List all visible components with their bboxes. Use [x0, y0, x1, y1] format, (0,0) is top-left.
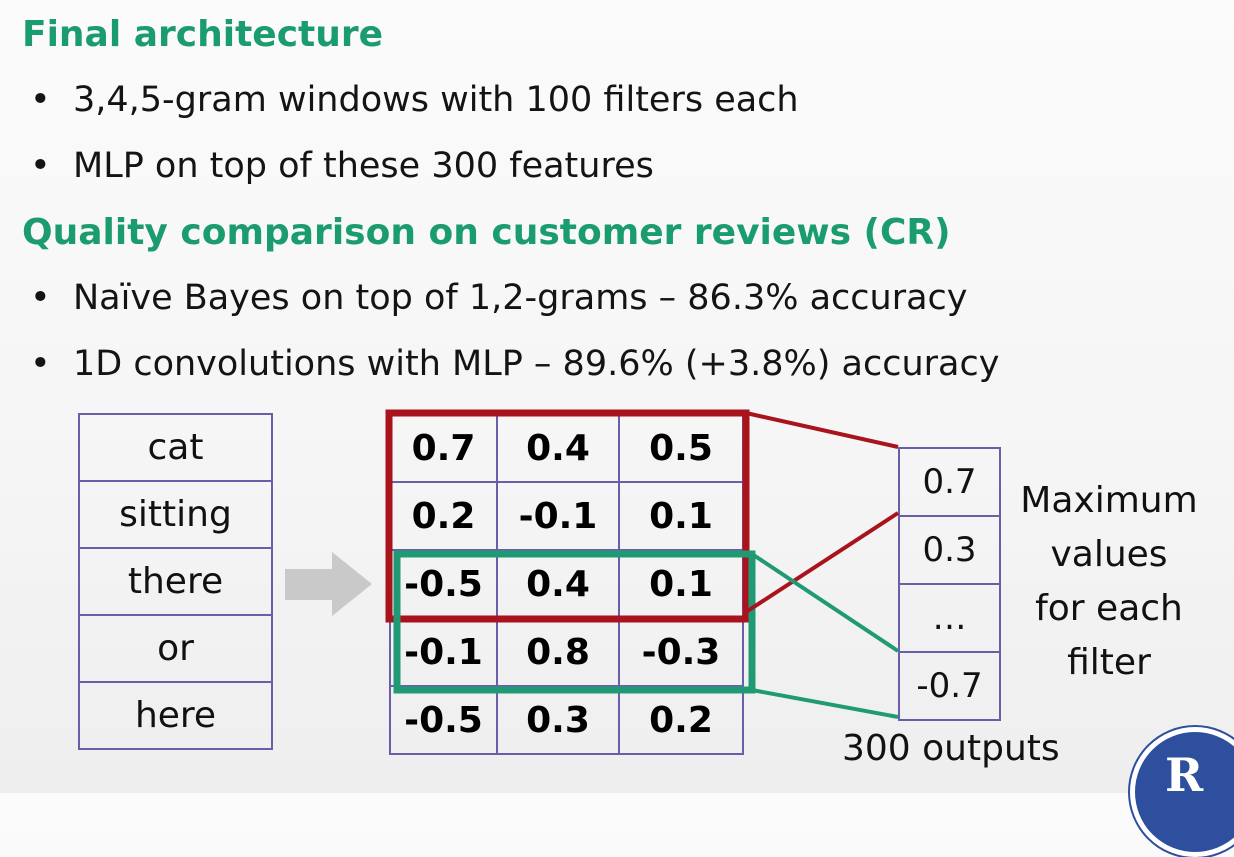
table-row: 0.7 — [898, 447, 1001, 517]
output-cell: … — [898, 583, 1001, 653]
connector-line-green — [750, 552, 900, 653]
word-cell: here — [78, 681, 273, 750]
word-cell: sitting — [78, 480, 273, 549]
right-arrow-icon — [285, 552, 372, 616]
heading-quality-comparison: Quality comparison on customer reviews (… — [22, 212, 951, 253]
table-row: -0.5 0.3 0.2 — [389, 685, 744, 755]
matrix-cell: -0.5 — [389, 685, 498, 755]
university-logo-icon: R — [1130, 727, 1234, 857]
matrix-cell: -0.3 — [618, 617, 744, 687]
convolution-matrix: 0.7 0.4 0.5 0.2 -0.1 0.1 -0.5 0.4 0.1 -0… — [389, 413, 744, 755]
matrix-cell: 0.3 — [496, 685, 620, 755]
matrix-cell: 0.1 — [618, 549, 744, 619]
matrix-cell: -0.5 — [389, 549, 498, 619]
table-row: 0.2 -0.1 0.1 — [389, 481, 744, 551]
table-row: 0.7 0.4 0.5 — [389, 413, 744, 483]
table-row: -0.1 0.8 -0.3 — [389, 617, 744, 687]
output-cell: 0.7 — [898, 447, 1001, 517]
logo-letter: R — [1165, 748, 1204, 802]
table-row: -0.7 — [898, 651, 1001, 721]
output-cell: -0.7 — [898, 651, 1001, 721]
word-cell: cat — [78, 413, 273, 482]
max-values-label-line: filter — [1067, 642, 1151, 683]
outputs-caption: 300 outputs — [842, 728, 1060, 769]
bullet-1d-convolutions: • 1D convolutions with MLP – 89.6% (+3.8%… — [30, 344, 999, 384]
table-row: … — [898, 583, 1001, 653]
matrix-cell: 0.4 — [496, 413, 620, 483]
table-row: or — [78, 614, 273, 683]
max-values-label: Maximum values for each filter — [1000, 474, 1218, 690]
heading-final-architecture: Final architecture — [22, 14, 384, 55]
table-row: here — [78, 681, 273, 750]
table-row: -0.5 0.4 0.1 — [389, 549, 744, 619]
matrix-cell: 0.2 — [389, 481, 498, 551]
bullet-text: MLP on top of these 300 features — [73, 146, 654, 186]
matrix-cell: -0.1 — [389, 617, 498, 687]
matrix-cell: 0.8 — [496, 617, 620, 687]
output-cell: 0.3 — [898, 515, 1001, 585]
bullet-dot-icon: • — [30, 344, 51, 384]
connector-line-green — [751, 688, 899, 719]
matrix-cell: 0.4 — [496, 549, 620, 619]
bullet-text: 1D convolutions with MLP – 89.6% (+3.8%)… — [73, 344, 1000, 384]
bullet-dot-icon: • — [30, 146, 51, 186]
matrix-cell: -0.1 — [496, 481, 620, 551]
matrix-cell: 0.2 — [618, 685, 744, 755]
table-row: 0.3 — [898, 515, 1001, 585]
bullet-naive-bayes: • Naïve Bayes on top of 1,2-grams – 86.3%… — [30, 278, 968, 318]
table-row: there — [78, 547, 273, 616]
bullet-ngram-windows: • 3,4,5-gram windows with 100 filters eac… — [30, 80, 799, 120]
bullet-text: 3,4,5-gram windows with 100 filters each — [73, 80, 799, 120]
bullet-mlp-features: • MLP on top of these 300 features — [30, 146, 654, 186]
max-values-table: 0.7 0.3 … -0.7 — [898, 447, 1001, 721]
connector-line-red — [744, 511, 900, 614]
matrix-cell: 0.1 — [618, 481, 744, 551]
word-table: cat sitting there or here — [78, 413, 273, 750]
bullet-dot-icon: • — [30, 80, 51, 120]
word-cell: or — [78, 614, 273, 683]
bullet-text: Naïve Bayes on top of 1,2-grams – 86.3% … — [73, 278, 968, 318]
max-values-label-line: Maximum — [1020, 480, 1198, 521]
bullet-dot-icon: • — [30, 278, 51, 318]
table-row: sitting — [78, 480, 273, 549]
table-row: cat — [78, 413, 273, 482]
max-values-label-line: for each — [1035, 588, 1183, 629]
matrix-cell: 0.7 — [389, 413, 498, 483]
max-values-label-line: values — [1050, 534, 1168, 575]
connector-line-red — [745, 411, 899, 449]
matrix-cell: 0.5 — [618, 413, 744, 483]
word-cell: there — [78, 547, 273, 616]
